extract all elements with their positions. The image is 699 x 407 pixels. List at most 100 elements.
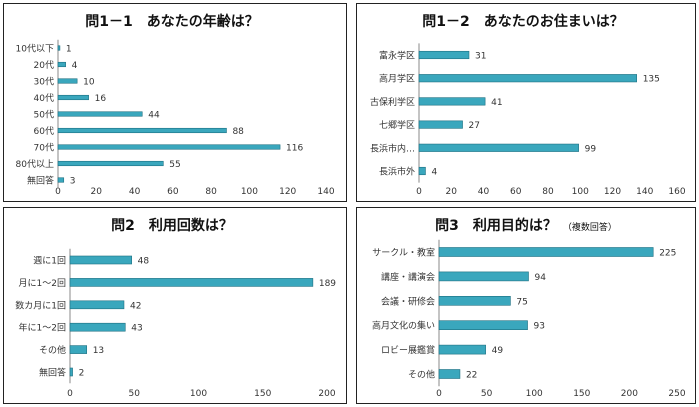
bar bbox=[57, 61, 66, 68]
data-label: 10 bbox=[83, 78, 95, 88]
bar-chart-age: 0 20 40 60 80 100 120 140 10代以下 1 20代 4 30代 10 40代 16 50… bbox=[16, 39, 335, 197]
data-label: 49 bbox=[492, 346, 504, 356]
x-tick-label: 60 bbox=[167, 187, 179, 197]
x-tick-label: 160 bbox=[668, 187, 685, 197]
category-label: その他 bbox=[39, 344, 66, 356]
category-label: 古保利学区 bbox=[370, 96, 415, 108]
category-label: サークル・教室 bbox=[372, 247, 435, 259]
bar bbox=[57, 144, 281, 150]
chart-panel-usage-purpose: 問3 利用目的は？ （複数回答） 0 50 100 150 200 250 サークル・教室 22… bbox=[356, 207, 696, 404]
data-label: 27 bbox=[469, 121, 480, 131]
x-tick-label: 100 bbox=[572, 187, 589, 197]
category-label: 70代 bbox=[34, 143, 54, 154]
category-label: 40代 bbox=[34, 93, 54, 104]
x-tick-label: 0 bbox=[67, 389, 73, 399]
bar bbox=[418, 97, 486, 106]
x-tick-label: 100 bbox=[190, 389, 207, 399]
bar-chart-usage-frequency: 0 50 100 150 200 週に1回 48 月に1～2回 189 数カ月に1回 42 年に1～2… bbox=[15, 248, 336, 399]
category-label: 高月文化の集い bbox=[372, 320, 435, 332]
bar bbox=[69, 255, 132, 265]
data-label: 48 bbox=[138, 257, 150, 267]
bar bbox=[438, 296, 511, 306]
x-tick-label: 0 bbox=[416, 187, 422, 197]
chart-title-text: 問2 利用回数は？ bbox=[111, 218, 233, 234]
bar bbox=[418, 143, 579, 152]
bar bbox=[438, 271, 529, 282]
category-label: 30代 bbox=[34, 77, 54, 88]
category-label: 講座・講演会 bbox=[381, 271, 435, 283]
chart-panel-usage-frequency: 問2 利用回数は？ 0 50 100 150 200 週に1回 48 月に1～2回 189 数カ月… bbox=[3, 207, 347, 404]
bar bbox=[57, 177, 65, 183]
category-label: 週に1回 bbox=[33, 256, 66, 267]
category-label: 会議・研修会 bbox=[381, 295, 435, 307]
data-label: 2 bbox=[79, 369, 85, 379]
x-tick-label: 140 bbox=[317, 187, 334, 197]
x-tick-label: 0 bbox=[436, 389, 442, 399]
bar bbox=[418, 74, 637, 83]
data-label: 13 bbox=[93, 346, 104, 356]
data-label: 55 bbox=[169, 160, 180, 170]
category-label: 50代 bbox=[34, 110, 54, 121]
category-label: 無回答 bbox=[39, 367, 66, 379]
data-label: 44 bbox=[148, 111, 160, 121]
data-label: 3 bbox=[70, 177, 76, 187]
x-tick-label: 100 bbox=[241, 187, 258, 197]
x-tick-label: 120 bbox=[604, 187, 621, 197]
data-label: 43 bbox=[131, 324, 142, 334]
data-label: 4 bbox=[72, 61, 78, 71]
category-label: 長浜市外 bbox=[379, 166, 415, 178]
chart-title-text: 問1－2 あなたのお住まいは？ bbox=[422, 14, 624, 30]
chart-title: 問2 利用回数は？ bbox=[4, 215, 346, 235]
x-tick-label: 80 bbox=[542, 187, 554, 197]
bar-chart-residence: 0 20 40 60 80 100 120 140 160 富永学区 31 高月学区 135 古保利学区 4… bbox=[370, 43, 686, 197]
chart-title-text: 問3 利用目的は？ bbox=[435, 218, 557, 234]
bar bbox=[418, 120, 463, 129]
bar bbox=[69, 322, 126, 332]
data-label: 116 bbox=[286, 144, 303, 154]
x-tick-label: 20 bbox=[91, 187, 103, 197]
data-label: 88 bbox=[232, 127, 244, 137]
data-label: 99 bbox=[585, 144, 597, 154]
chart-title-text: 問1－1 あなたの年齢は？ bbox=[85, 14, 259, 30]
bar bbox=[418, 166, 426, 176]
bar bbox=[57, 78, 78, 84]
category-label: 60代 bbox=[34, 126, 54, 137]
category-label: 数カ月に1回 bbox=[15, 299, 66, 311]
x-tick-label: 200 bbox=[318, 389, 335, 399]
x-tick-label: 250 bbox=[668, 389, 685, 399]
data-label: 41 bbox=[491, 98, 502, 108]
data-label: 42 bbox=[130, 301, 141, 311]
bar bbox=[69, 300, 125, 310]
category-label: 七郷学区 bbox=[379, 119, 415, 131]
data-label: 4 bbox=[431, 168, 437, 178]
chart-title: 問1－1 あなたの年齢は？ bbox=[4, 11, 346, 31]
bar bbox=[57, 111, 143, 117]
chart-note: （複数回答） bbox=[562, 223, 617, 233]
x-tick-label: 140 bbox=[636, 187, 653, 197]
data-label: 22 bbox=[466, 371, 477, 381]
x-tick-label: 0 bbox=[55, 187, 61, 197]
x-tick-label: 20 bbox=[446, 187, 458, 197]
category-label: 年に1～2回 bbox=[19, 322, 66, 334]
category-label: その他 bbox=[408, 369, 435, 381]
bar bbox=[57, 160, 164, 167]
bar bbox=[438, 369, 461, 379]
data-label: 93 bbox=[534, 322, 545, 332]
chart-panel-age: 問1－1 あなたの年齢は？ 0 20 40 60 80 100 120 140 10代以下 1 20… bbox=[3, 3, 347, 202]
bar bbox=[438, 247, 654, 257]
category-label: 高月学区 bbox=[379, 73, 415, 85]
data-label: 16 bbox=[95, 94, 107, 104]
x-tick-label: 150 bbox=[573, 389, 590, 399]
data-label: 1 bbox=[66, 45, 72, 55]
bar-chart-usage-purpose: 0 50 100 150 200 250 サークル・教室 225 講座・講演会 94 会議・研修会 7… bbox=[372, 239, 686, 399]
x-tick-label: 200 bbox=[621, 389, 638, 399]
bar bbox=[57, 45, 61, 51]
data-label: 225 bbox=[659, 249, 676, 259]
category-label: 20代 bbox=[34, 60, 54, 71]
x-tick-label: 40 bbox=[478, 187, 490, 197]
x-tick-label: 40 bbox=[129, 187, 141, 197]
category-label: 10代以下 bbox=[16, 44, 54, 55]
data-label: 135 bbox=[643, 75, 660, 85]
x-tick-label: 50 bbox=[129, 389, 141, 399]
bar bbox=[69, 367, 73, 377]
